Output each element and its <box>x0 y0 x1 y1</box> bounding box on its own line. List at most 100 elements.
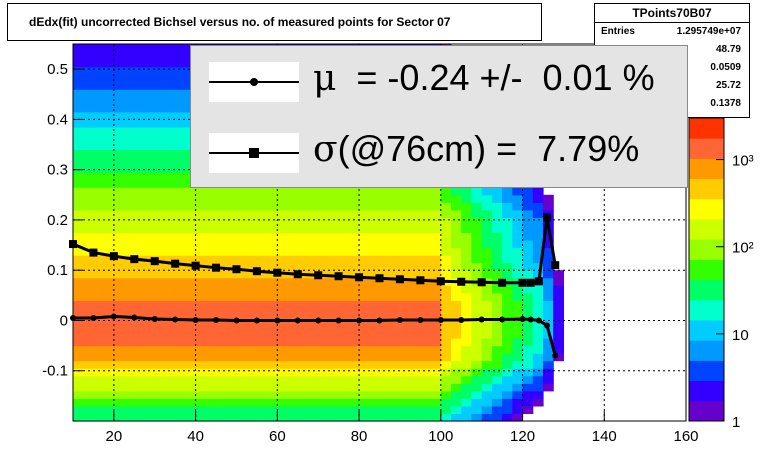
heat-cell <box>359 390 370 399</box>
heat-cell <box>93 126 105 135</box>
heat-cell <box>277 390 289 399</box>
heat-cell <box>205 232 217 241</box>
heat-cell <box>164 142 176 151</box>
heat-cell <box>461 292 472 301</box>
heat-cell <box>113 232 125 241</box>
data-point-square <box>314 271 323 280</box>
heat-cell <box>256 202 268 211</box>
data-point-circle <box>552 352 559 359</box>
heat-cell <box>430 292 442 301</box>
heat-cell <box>93 247 105 256</box>
stats-value: 0.0509 <box>710 62 741 73</box>
legend-text: μ = -0.24 +/- 0.01 % <box>313 57 655 99</box>
data-point-circle <box>192 316 199 323</box>
legend-symbol: μ <box>313 58 337 99</box>
heat-cell <box>420 209 432 218</box>
heat-cell <box>144 240 156 249</box>
heat-cell <box>226 202 238 211</box>
heat-cell <box>399 413 411 422</box>
heat-cell <box>328 398 340 407</box>
heat-cell <box>461 390 472 399</box>
heat-cell <box>369 232 381 241</box>
heat-cell <box>195 353 207 362</box>
heat-cell <box>369 292 381 301</box>
heat-cell <box>308 240 319 249</box>
heat-cell <box>73 66 84 75</box>
heat-cell <box>195 307 207 316</box>
legend-symbol: σ <box>313 129 338 170</box>
heat-cell <box>205 300 217 309</box>
heat-cell <box>134 194 146 203</box>
heat-cell <box>369 413 381 422</box>
heat-cell <box>185 383 197 392</box>
heat-cell <box>491 413 503 422</box>
heat-cell <box>471 375 483 384</box>
heat-cell <box>369 398 381 407</box>
heat-cell <box>502 368 513 377</box>
heat-cell <box>226 353 238 362</box>
heat-cell <box>491 232 503 241</box>
heat-cell <box>83 368 94 377</box>
heat-cell <box>297 405 309 414</box>
heat-cell <box>430 202 442 211</box>
heat-cell <box>399 194 411 203</box>
heat-cell <box>328 345 340 354</box>
heat-cell <box>491 345 503 354</box>
heat-cell <box>236 375 248 384</box>
heat-cell <box>103 240 115 249</box>
heat-cell <box>287 383 299 392</box>
heat-cell <box>236 270 248 279</box>
heat-cell <box>134 315 146 324</box>
heat-cell <box>124 111 135 120</box>
heat-cell <box>185 398 197 407</box>
heat-cell <box>369 285 381 294</box>
heat-cell <box>308 209 319 218</box>
heat-cell <box>246 285 258 294</box>
heat-cell <box>124 164 135 173</box>
heat-cell <box>481 232 493 241</box>
heat-cell <box>420 270 432 279</box>
heat-cell <box>308 353 319 362</box>
heat-cell <box>522 270 534 279</box>
heat-cell <box>338 262 350 271</box>
heat-cell <box>185 405 197 414</box>
heat-cell <box>297 247 309 256</box>
heat-cell <box>348 255 360 264</box>
heat-cell <box>267 217 278 226</box>
heat-cell <box>93 323 105 332</box>
heat-cell <box>512 255 524 264</box>
data-point-circle <box>527 316 534 323</box>
heat-cell <box>256 353 268 362</box>
heat-cell <box>348 368 360 377</box>
heat-cell <box>420 240 432 249</box>
heat-cell <box>216 202 227 211</box>
heat-cell <box>297 360 309 369</box>
heat-cell <box>522 209 534 218</box>
heat-cell <box>502 330 513 339</box>
heat-cell <box>359 345 370 354</box>
data-point-circle <box>396 316 403 323</box>
data-point-circle <box>274 317 281 324</box>
heat-cell <box>103 59 115 68</box>
heat-cell <box>175 368 186 377</box>
heat-cell <box>256 345 268 354</box>
heat-cell <box>73 270 84 279</box>
heat-cell <box>420 292 432 301</box>
heat-cell <box>73 164 84 173</box>
heat-cell <box>267 375 278 384</box>
data-point-square <box>526 278 535 287</box>
heat-cell <box>154 307 166 316</box>
heat-cell <box>205 398 217 407</box>
heat-cell <box>205 277 217 286</box>
heat-cell <box>134 232 146 241</box>
stats-label: Entries <box>601 26 635 37</box>
legend: μ = -0.24 +/- 0.01 % σ(@76cm) = 7.79% <box>190 45 688 188</box>
heat-cell <box>124 44 135 53</box>
heat-cell <box>491 330 503 339</box>
heat-cell <box>113 66 125 75</box>
heat-cell <box>164 405 176 414</box>
heat-cell <box>430 360 442 369</box>
heat-cell <box>185 390 197 399</box>
heat-cell <box>113 368 125 377</box>
heat-cell <box>451 398 462 407</box>
